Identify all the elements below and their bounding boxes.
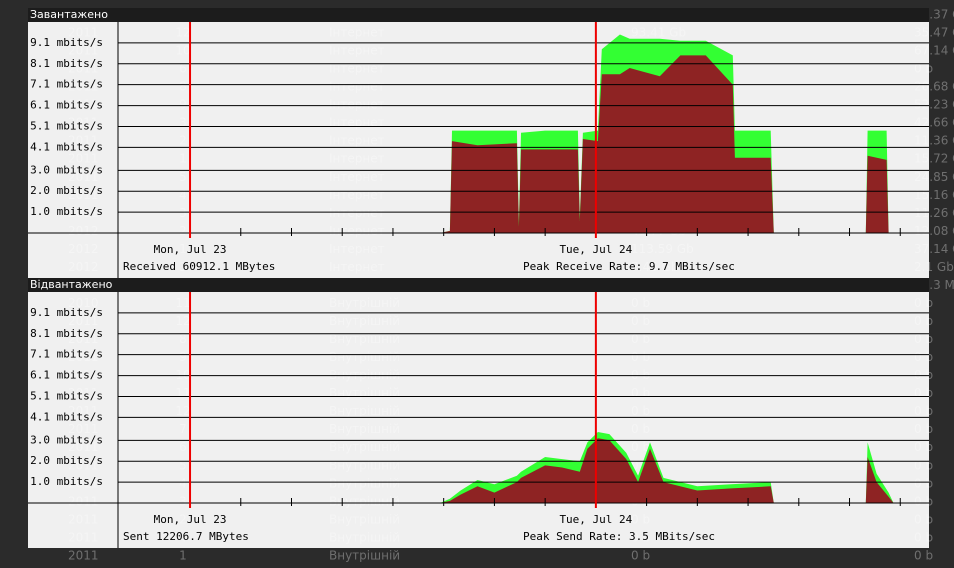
table-cell: 0 b xyxy=(631,548,650,562)
y-tick-label: 9.1 mbits/s xyxy=(30,36,103,49)
total-label: Received 60912.1 MBytes xyxy=(123,260,275,273)
y-tick-label: 2.0 mbits/s xyxy=(30,184,103,197)
y-tick-label: 8.1 mbits/s xyxy=(30,57,103,70)
y-tick-label: 9.1 mbits/s xyxy=(30,306,103,319)
y-tick-label: 5.1 mbits/s xyxy=(30,389,103,402)
table-cell: 1 xyxy=(179,548,187,562)
x-tick-label: Mon, Jul 23 xyxy=(154,243,227,256)
y-tick-label: 3.0 mbits/s xyxy=(30,163,103,176)
table-cell: 0 b xyxy=(914,548,933,562)
traffic-area xyxy=(118,55,929,234)
y-tick-label: 2.0 mbits/s xyxy=(30,454,103,467)
y-tick-label: 4.1 mbits/s xyxy=(30,140,103,153)
y-tick-label: 7.1 mbits/s xyxy=(30,348,103,361)
table-cell: 2011 xyxy=(68,548,99,562)
title-bar xyxy=(28,278,929,292)
panel xyxy=(28,292,929,548)
total-label: Sent 12206.7 MBytes xyxy=(123,530,249,543)
table-cell: Внутрішній xyxy=(329,548,400,562)
peak-label: Peak Send Rate: 3.5 MBits/sec xyxy=(523,530,715,543)
traffic-area xyxy=(118,432,929,503)
y-tick-label: 6.1 mbits/s xyxy=(30,99,103,112)
y-tick-label: 1.0 mbits/s xyxy=(30,205,103,218)
peak-label: Peak Receive Rate: 9.7 MBits/sec xyxy=(523,260,735,273)
y-tick-label: 6.1 mbits/s xyxy=(30,369,103,382)
y-tick-label: 4.1 mbits/s xyxy=(30,410,103,423)
y-tick-label: 5.1 mbits/s xyxy=(30,119,103,132)
x-tick-label: Tue, Jul 24 xyxy=(559,513,632,526)
y-tick-label: 8.1 mbits/s xyxy=(30,327,103,340)
y-tick-label: 7.1 mbits/s xyxy=(30,78,103,91)
title-bar xyxy=(28,8,929,22)
traffic-area xyxy=(118,438,929,503)
x-tick-label: Mon, Jul 23 xyxy=(154,513,227,526)
chart-title: Відвантажено xyxy=(30,278,113,291)
x-tick-label: Tue, Jul 24 xyxy=(559,243,632,256)
y-tick-label: 1.0 mbits/s xyxy=(30,475,103,488)
chart-title: Завантажено xyxy=(30,8,108,21)
y-tick-label: 3.0 mbits/s xyxy=(30,433,103,446)
